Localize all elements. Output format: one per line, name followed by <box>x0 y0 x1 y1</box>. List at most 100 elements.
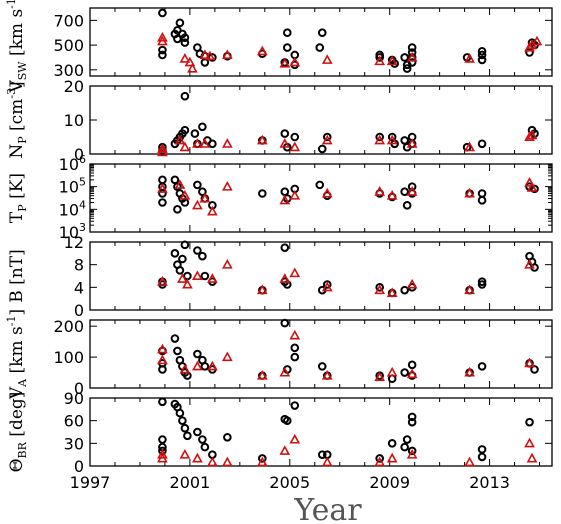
y-axis-label: B [nT] <box>7 249 27 302</box>
data-point-triangle <box>524 259 535 269</box>
panel-frame <box>89 397 553 467</box>
data-point-circle <box>175 408 185 418</box>
data-point-triangle <box>279 366 291 377</box>
data-point-circle <box>407 43 417 52</box>
data-point-circle <box>400 285 409 295</box>
y-tick-label: 12 <box>64 233 84 252</box>
data-point-triangle <box>406 51 418 62</box>
y-tick-label: 104 <box>59 198 86 219</box>
data-point-triangle <box>192 199 203 210</box>
data-point-triangle <box>199 192 211 203</box>
data-point-circle <box>282 280 292 289</box>
data-point-circle <box>400 368 409 377</box>
data-point-circle <box>407 412 417 422</box>
data-point-circle <box>180 33 190 42</box>
data-point-triangle <box>179 141 191 152</box>
x-tick-label: 2001 <box>170 473 211 492</box>
data-point-circle <box>282 28 292 38</box>
panel-frame <box>89 7 553 77</box>
data-point-circle <box>477 55 487 65</box>
data-point-circle <box>200 362 210 371</box>
data-point-circle <box>170 249 180 258</box>
data-point-triangle <box>524 357 535 368</box>
data-point-triangle <box>199 138 211 148</box>
data-point-circle <box>477 277 487 286</box>
data-point-triangle <box>256 369 268 380</box>
data-point-triangle <box>374 55 386 66</box>
panel-frame <box>89 319 553 389</box>
y-axis-label: TP [K] <box>7 173 29 223</box>
data-point-triangle <box>221 49 233 59</box>
data-point-circle <box>158 175 167 185</box>
panel-6: 0 30 60 90 ΘBR [deg] 1997 2001 2005 2009 2013 <box>7 389 553 492</box>
data-point-triangle <box>526 182 538 192</box>
data-point-circle <box>290 132 300 142</box>
data-point-triangle <box>157 276 168 286</box>
data-point-triangle <box>524 131 535 141</box>
data-point-triangle <box>386 366 398 377</box>
data-point-circle <box>258 189 267 198</box>
data-point-circle <box>158 198 167 207</box>
data-point-triangle <box>157 35 168 46</box>
data-point-triangle <box>406 278 418 289</box>
data-point-triangle <box>157 143 168 153</box>
data-point-triangle <box>157 146 168 157</box>
data-point-triangle <box>526 129 538 140</box>
data-point-circle <box>317 144 327 154</box>
x-tick-label: 2005 <box>269 473 310 492</box>
data-point-circle <box>200 58 210 67</box>
data-point-circle <box>477 445 487 454</box>
data-point-triangle <box>526 452 538 463</box>
x-tick-label: 2013 <box>469 473 510 492</box>
data-point-circle <box>282 43 292 52</box>
data-point-triangle <box>199 49 211 59</box>
data-point-circle <box>280 129 290 138</box>
data-point-circle <box>158 8 167 18</box>
data-point-triangle <box>279 57 291 68</box>
data-point-triangle <box>374 186 386 196</box>
data-point-circle <box>477 50 487 60</box>
data-point-circle <box>175 18 185 28</box>
data-point-triangle <box>406 368 418 379</box>
data-point-triangle <box>192 138 203 148</box>
data-point-triangle <box>464 187 475 198</box>
data-point-triangle <box>289 56 301 67</box>
data-point-triangle <box>524 41 535 52</box>
y-tick-label: 0 <box>74 145 84 164</box>
data-point-triangle <box>177 273 188 283</box>
data-point-circle <box>158 189 167 198</box>
data-point-triangle <box>524 177 535 187</box>
data-point-circle <box>158 397 167 407</box>
data-point-triangle <box>192 270 203 281</box>
data-point-circle <box>322 132 332 142</box>
data-point-triangle <box>179 190 191 200</box>
data-point-circle <box>180 38 190 47</box>
data-point-circle <box>407 360 417 370</box>
data-point-circle <box>193 246 202 255</box>
data-point-triangle <box>221 456 233 467</box>
data-point-circle <box>158 435 167 444</box>
data-point-triangle <box>464 366 475 377</box>
data-point-triangle <box>207 360 218 371</box>
y-axis-label: NP [cm-3] <box>5 81 29 158</box>
data-point-circle <box>317 362 327 371</box>
data-point-triangle <box>386 287 398 298</box>
data-point-circle <box>258 454 267 463</box>
data-point-triangle <box>289 329 301 340</box>
y-tick-label: 105 <box>59 176 86 197</box>
y-axis-label: ΘBR [deg] <box>7 392 29 473</box>
data-point-circle <box>375 454 384 463</box>
data-point-triangle <box>256 45 268 56</box>
data-point-triangle <box>289 141 301 152</box>
data-point-circle <box>402 201 412 210</box>
y-tick-label: 8 <box>74 256 84 275</box>
data-point-triangle <box>289 267 301 278</box>
data-point-circle <box>280 318 290 328</box>
data-point-circle <box>375 132 384 142</box>
data-point-circle <box>402 64 412 73</box>
data-point-triangle <box>157 183 168 193</box>
data-point-circle <box>315 43 325 52</box>
data-point-circle <box>402 435 412 444</box>
data-point-triangle <box>179 53 191 63</box>
